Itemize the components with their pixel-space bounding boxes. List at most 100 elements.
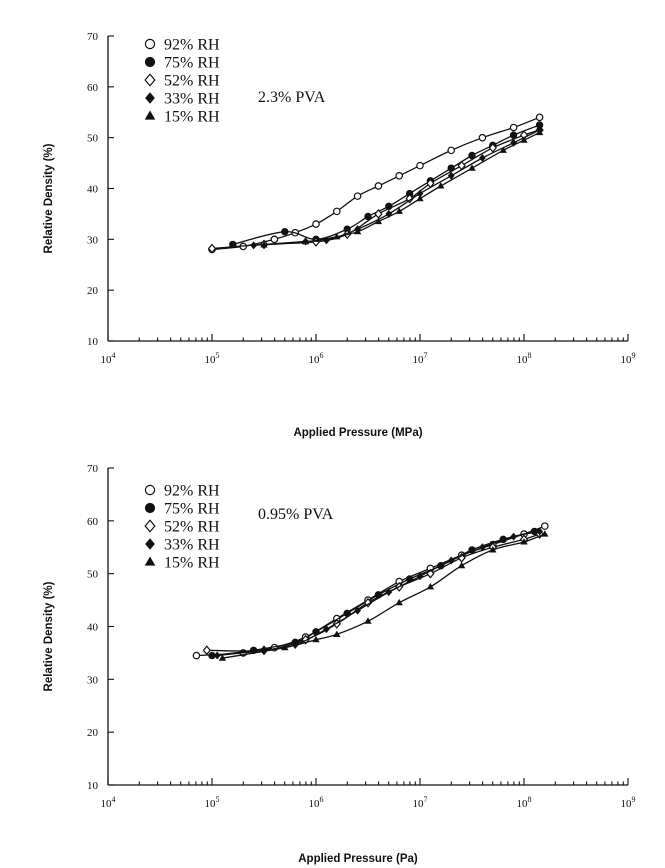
pva-annotation: 2.3% PVA bbox=[258, 89, 326, 106]
data-point bbox=[213, 651, 221, 660]
legend-label: 15% RH bbox=[164, 555, 220, 572]
legend-marker bbox=[144, 484, 156, 496]
x-tick-label: 109 bbox=[621, 795, 636, 810]
y-axis-label: Relative Density (%) bbox=[43, 581, 55, 691]
data-point bbox=[353, 227, 362, 235]
data-point bbox=[499, 146, 507, 153]
legend-label: 52% RH bbox=[164, 519, 220, 536]
data-point bbox=[488, 142, 497, 153]
legend-marker bbox=[145, 92, 155, 104]
data-point bbox=[416, 194, 424, 202]
data-point bbox=[541, 530, 549, 537]
y-tick-label: 10 bbox=[87, 336, 99, 348]
y-tick-label: 60 bbox=[87, 82, 99, 94]
data-point bbox=[416, 161, 424, 170]
chart-bottom-0-95-pva: 10 20 30 40 50 60 70 104 105 106 107 108 109 Applied … bbox=[43, 463, 636, 865]
data-point bbox=[447, 556, 455, 565]
series-75-rh bbox=[229, 121, 544, 249]
data-point bbox=[364, 617, 372, 624]
y-tick-label: 30 bbox=[87, 234, 99, 246]
data-point bbox=[260, 241, 268, 248]
legend-label: 75% RH bbox=[164, 501, 220, 518]
x-tick-label: 106 bbox=[309, 795, 324, 810]
y-tick-label: 50 bbox=[87, 133, 99, 145]
data-point bbox=[535, 113, 544, 122]
data-point bbox=[457, 561, 466, 569]
y-tick-label: 50 bbox=[87, 569, 99, 581]
x-tick-label: 105 bbox=[205, 795, 220, 810]
data-point bbox=[354, 606, 361, 615]
data-point bbox=[540, 522, 549, 530]
legend-marker bbox=[144, 502, 156, 514]
data-point bbox=[250, 241, 257, 250]
data-point bbox=[510, 532, 517, 541]
legend-label: 75% RH bbox=[164, 55, 220, 72]
x-tick-label: 106 bbox=[309, 351, 324, 366]
y-tick-label: 30 bbox=[87, 674, 99, 686]
y-tick-label: 40 bbox=[87, 184, 99, 196]
data-point bbox=[535, 128, 544, 136]
series-curve bbox=[211, 530, 535, 657]
data-point bbox=[426, 583, 435, 590]
data-point bbox=[416, 189, 424, 198]
data-point bbox=[332, 207, 341, 216]
x-tick-label: 107 bbox=[413, 795, 428, 810]
data-point bbox=[447, 171, 455, 180]
legend-label: 92% RH bbox=[164, 37, 220, 54]
data-point bbox=[323, 236, 330, 245]
data-point bbox=[281, 643, 289, 651]
legend-label: 33% RH bbox=[164, 91, 220, 108]
y-tick-label: 10 bbox=[87, 780, 99, 792]
data-point bbox=[192, 651, 201, 660]
data-point bbox=[385, 209, 393, 218]
data-point bbox=[281, 228, 289, 236]
legend-label: 52% RH bbox=[164, 73, 220, 90]
x-tick-label: 108 bbox=[517, 351, 532, 366]
legend-marker bbox=[144, 56, 156, 68]
data-point bbox=[509, 131, 518, 139]
y-tick-label: 60 bbox=[87, 516, 99, 528]
y-tick-label: 70 bbox=[87, 463, 99, 475]
data-point bbox=[312, 220, 320, 228]
legend-marker bbox=[144, 73, 156, 87]
data-point bbox=[536, 527, 543, 536]
x-axis-label: Applied Pressure (Pa) bbox=[298, 853, 418, 865]
data-point bbox=[468, 151, 476, 160]
data-point bbox=[364, 212, 372, 221]
x-tick-label: 104 bbox=[101, 351, 116, 366]
data-point bbox=[395, 171, 404, 180]
data-point bbox=[468, 164, 476, 171]
data-point bbox=[395, 598, 403, 606]
series-92-rh bbox=[208, 113, 544, 254]
x-tick-label: 109 bbox=[621, 351, 636, 366]
data-point bbox=[333, 630, 341, 637]
data-point bbox=[385, 588, 393, 597]
x-tick-label: 107 bbox=[413, 351, 428, 366]
data-point bbox=[353, 192, 362, 200]
legend-marker bbox=[144, 110, 156, 120]
data-point bbox=[510, 138, 517, 147]
x-axis-label: Applied Pressure (MPa) bbox=[293, 427, 422, 439]
y-tick-label: 40 bbox=[87, 622, 99, 634]
data-point bbox=[416, 572, 424, 581]
data-point bbox=[312, 635, 320, 643]
legend-marker bbox=[144, 519, 156, 533]
data-point bbox=[395, 207, 403, 214]
data-point bbox=[202, 645, 211, 656]
legend-marker bbox=[145, 538, 155, 550]
data-point bbox=[489, 546, 497, 553]
series-15-rh bbox=[260, 128, 544, 248]
legend-label: 15% RH bbox=[164, 109, 220, 126]
series-curve bbox=[222, 533, 546, 659]
x-tick-label: 108 bbox=[517, 795, 532, 810]
data-point bbox=[270, 235, 279, 244]
series-75-rh bbox=[208, 527, 539, 660]
chart-top-2-3-pva: 10 20 30 40 50 60 70 104 105 106 107 108 109 Applied … bbox=[43, 31, 636, 439]
data-point bbox=[520, 136, 528, 143]
data-point bbox=[374, 182, 383, 190]
series-15-rh bbox=[218, 530, 549, 661]
data-point bbox=[333, 232, 341, 240]
series-52-rh bbox=[207, 125, 544, 254]
legend-label: 33% RH bbox=[164, 537, 220, 554]
data-point bbox=[207, 243, 217, 254]
